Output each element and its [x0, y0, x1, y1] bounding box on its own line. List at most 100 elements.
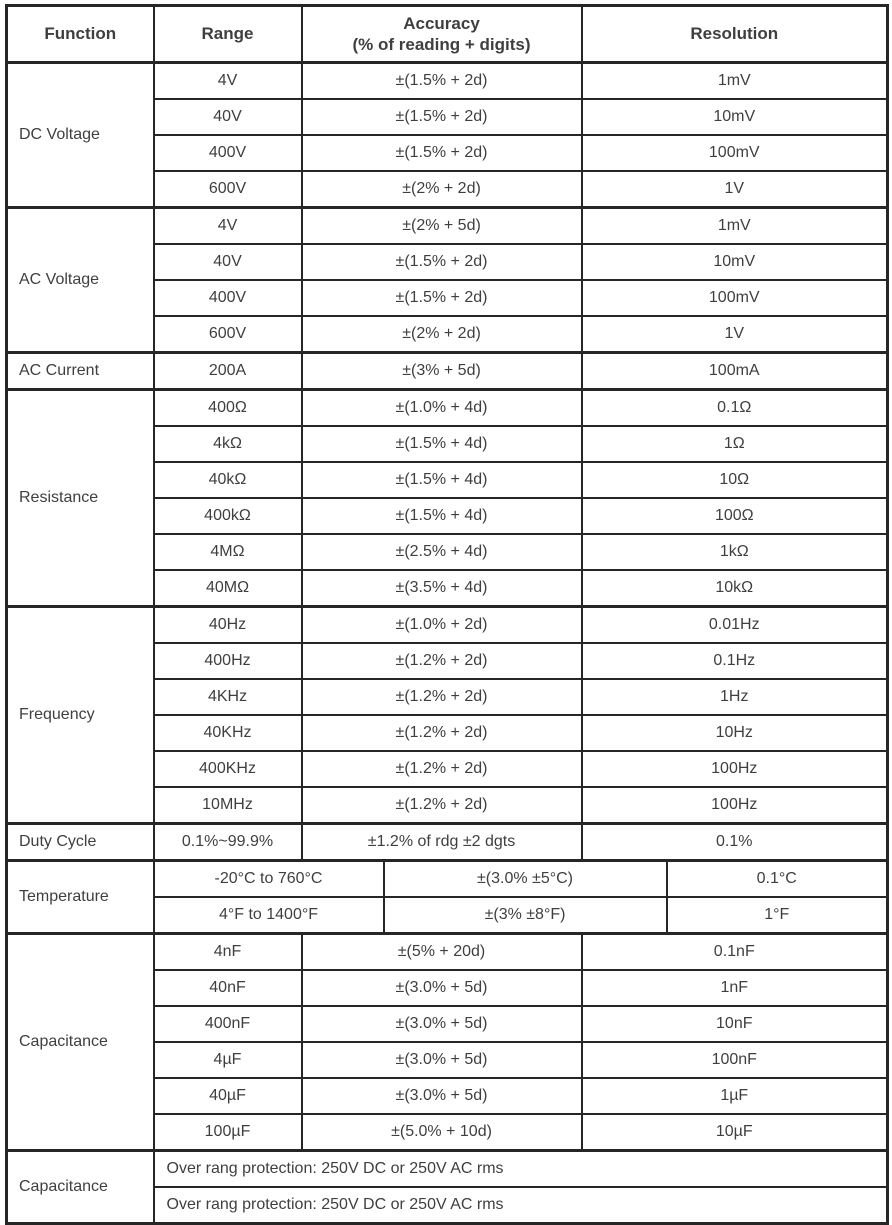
table-row: 40KHz ±(1.2% + 2d) 10Hz — [7, 714, 889, 752]
accuracy-cell: ±(2.5% + 4d) — [300, 533, 583, 571]
range-cell: 40kΩ — [152, 461, 303, 499]
accuracy-cell: ±(5.0% + 10d) — [300, 1113, 583, 1152]
function-cell: Temperature — [5, 859, 155, 935]
range-cell: 40nF — [152, 969, 303, 1007]
table-row: 40V ±(1.5% + 2d) 10mV — [7, 98, 889, 136]
table-row: 40nF ±(3.0% + 5d) 1nF — [7, 969, 889, 1007]
accuracy-cell: ±(1.5% + 2d) — [300, 134, 583, 172]
table-row: 40kΩ ±(1.5% + 4d) 10Ω — [7, 461, 889, 499]
range-cell: 40KHz — [152, 714, 303, 752]
header-row: Function Range Accuracy (% of reading + … — [5, 4, 889, 64]
range-cell: 200A — [152, 351, 303, 391]
accuracy-cell: ±(5% + 20d) — [300, 932, 583, 971]
accuracy-cell: ±(1.5% + 2d) — [300, 98, 583, 136]
accuracy-cell: ±(1.5% + 2d) — [300, 61, 583, 100]
range-cell: 4MΩ — [152, 533, 303, 571]
table-row: Duty Cycle 0.1%~99.9% ±1.2% of rdg ±2 dgts… — [5, 822, 889, 862]
range-cell: 4nF — [152, 932, 303, 971]
resolution-cell: 1mV — [580, 206, 889, 245]
table-row: 40V ±(1.5% + 2d) 10mV — [7, 243, 889, 281]
multimeter-spec-table: Function Range Accuracy (% of reading + … — [5, 4, 890, 1225]
resolution-cell: 100mV — [580, 279, 889, 317]
accuracy-cell: ±(3.5% + 4d) — [300, 569, 583, 608]
spec-table-header: Function Range Accuracy (% of reading + … — [5, 4, 889, 64]
table-row: 400V ±(1.5% + 2d) 100mV — [7, 279, 889, 317]
function-cell: Frequency — [5, 605, 155, 825]
table-row: 600V ±(2% + 2d) 1V — [7, 170, 889, 209]
table-row: 400Hz ±(1.2% + 2d) 0.1Hz — [7, 642, 889, 680]
header-accuracy-subtitle: (% of reading + digits) — [352, 35, 531, 54]
resolution-cell: 10Hz — [580, 714, 889, 752]
accuracy-cell: ±(2% + 5d) — [300, 206, 583, 245]
accuracy-cell: ±(1.5% + 4d) — [300, 497, 583, 535]
accuracy-cell: ±(1.2% + 2d) — [300, 642, 583, 680]
table-row: 40µF ±(3.0% + 5d) 1µF — [7, 1077, 889, 1115]
resolution-cell: 1V — [580, 315, 889, 354]
function-cell: Capacitance — [5, 932, 155, 1152]
table-row: Capacitance Over rang protection: 250V DC… — [5, 1149, 889, 1225]
note-cell: Over rang protection: 250V DC or 250V AC… — [152, 1149, 889, 1188]
header-resolution: Resolution — [580, 4, 889, 64]
table-row: 4MΩ ±(2.5% + 4d) 1kΩ — [7, 533, 889, 571]
range-cell: 400V — [152, 134, 303, 172]
table-row: AC Current 200A ±(3% + 5d) 100mA — [5, 351, 889, 391]
range-cell: 40V — [152, 98, 303, 136]
accuracy-cell: ±(3.0% + 5d) — [300, 1041, 583, 1079]
range-cell: 4KHz — [152, 678, 303, 716]
range-cell: 400nF — [152, 1005, 303, 1043]
table-row: 40MΩ ±(3.5% + 4d) 10kΩ — [7, 569, 889, 608]
spec-table-body: DC Voltage 4V ±(1.5% + 2d) 1mV 40V ±(1.5% + 2… — [5, 61, 889, 1225]
resolution-cell: 100Ω — [580, 497, 889, 535]
resolution-cell: 1mV — [580, 61, 889, 100]
resolution-cell: 10Ω — [580, 461, 889, 499]
function-cell: DC Voltage — [5, 61, 155, 209]
header-range: Range — [152, 4, 303, 64]
resolution-cell: 1µF — [580, 1077, 889, 1115]
table-row: Frequency 40Hz ±(1.0% + 2d) 0.01Hz — [5, 605, 889, 825]
accuracy-cell: ±(2% + 2d) — [300, 315, 583, 354]
table-row: 400nF ±(3.0% + 5d) 10nF — [7, 1005, 889, 1043]
resolution-cell: 10kΩ — [580, 569, 889, 608]
range-cell: 400Hz — [152, 642, 303, 680]
resolution-cell: 0.01Hz — [580, 605, 889, 644]
table-row: 10MHz ±(1.2% + 2d) 100Hz — [7, 786, 889, 825]
accuracy-cell: ±(1.2% + 2d) — [300, 678, 583, 716]
resolution-cell: 100Hz — [580, 786, 889, 825]
function-cell: AC Current — [5, 351, 155, 391]
resolution-cell: 1kΩ — [580, 533, 889, 571]
range-cell: -20°C to 760°C — [152, 859, 385, 898]
accuracy-cell: ±(1.2% + 2d) — [300, 750, 583, 788]
accuracy-cell: ±(2% + 2d) — [300, 170, 583, 209]
resolution-cell: 10µF — [580, 1113, 889, 1152]
note-cell: Over rang protection: 250V DC or 250V AC… — [152, 1186, 889, 1225]
resolution-cell: 100mA — [580, 351, 889, 391]
accuracy-cell: ±(1.5% + 4d) — [300, 461, 583, 499]
resolution-cell: 1V — [580, 170, 889, 209]
accuracy-cell: ±(1.0% + 4d) — [300, 388, 583, 427]
table-row: Resistance 400Ω ±(1.0% + 4d) 0.1Ω — [5, 388, 889, 608]
function-cell: Duty Cycle — [5, 822, 155, 862]
header-accuracy: Accuracy (% of reading + digits) — [300, 4, 583, 64]
accuracy-cell: ±(3.0% + 5d) — [300, 1005, 583, 1043]
table-row: 4kΩ ±(1.5% + 4d) 1Ω — [7, 425, 889, 463]
range-cell: 4kΩ — [152, 425, 303, 463]
accuracy-cell: ±(1.2% + 2d) — [300, 714, 583, 752]
accuracy-cell: ±(3% ±8°F) — [382, 896, 668, 935]
range-cell: 4°F to 1400°F — [152, 896, 385, 935]
range-cell: 600V — [152, 170, 303, 209]
resolution-cell: 1°F — [665, 896, 889, 935]
accuracy-cell: ±(3.0% ±5°C) — [382, 859, 668, 898]
range-cell: 400V — [152, 279, 303, 317]
header-accuracy-title: Accuracy — [403, 13, 480, 33]
range-cell: 400KHz — [152, 750, 303, 788]
function-cell: AC Voltage — [5, 206, 155, 354]
range-cell: 100µF — [152, 1113, 303, 1152]
accuracy-cell: ±(3.0% + 5d) — [300, 969, 583, 1007]
range-cell: 600V — [152, 315, 303, 354]
range-cell: 10MHz — [152, 786, 303, 825]
table-row: 4°F to 1400°F ±(3% ±8°F) 1°F — [7, 896, 889, 935]
accuracy-cell: ±(1.5% + 2d) — [300, 243, 583, 281]
range-cell: 40Hz — [152, 605, 303, 644]
table-row: DC Voltage 4V ±(1.5% + 2d) 1mV — [5, 61, 889, 209]
range-cell: 0.1%~99.9% — [152, 822, 303, 862]
